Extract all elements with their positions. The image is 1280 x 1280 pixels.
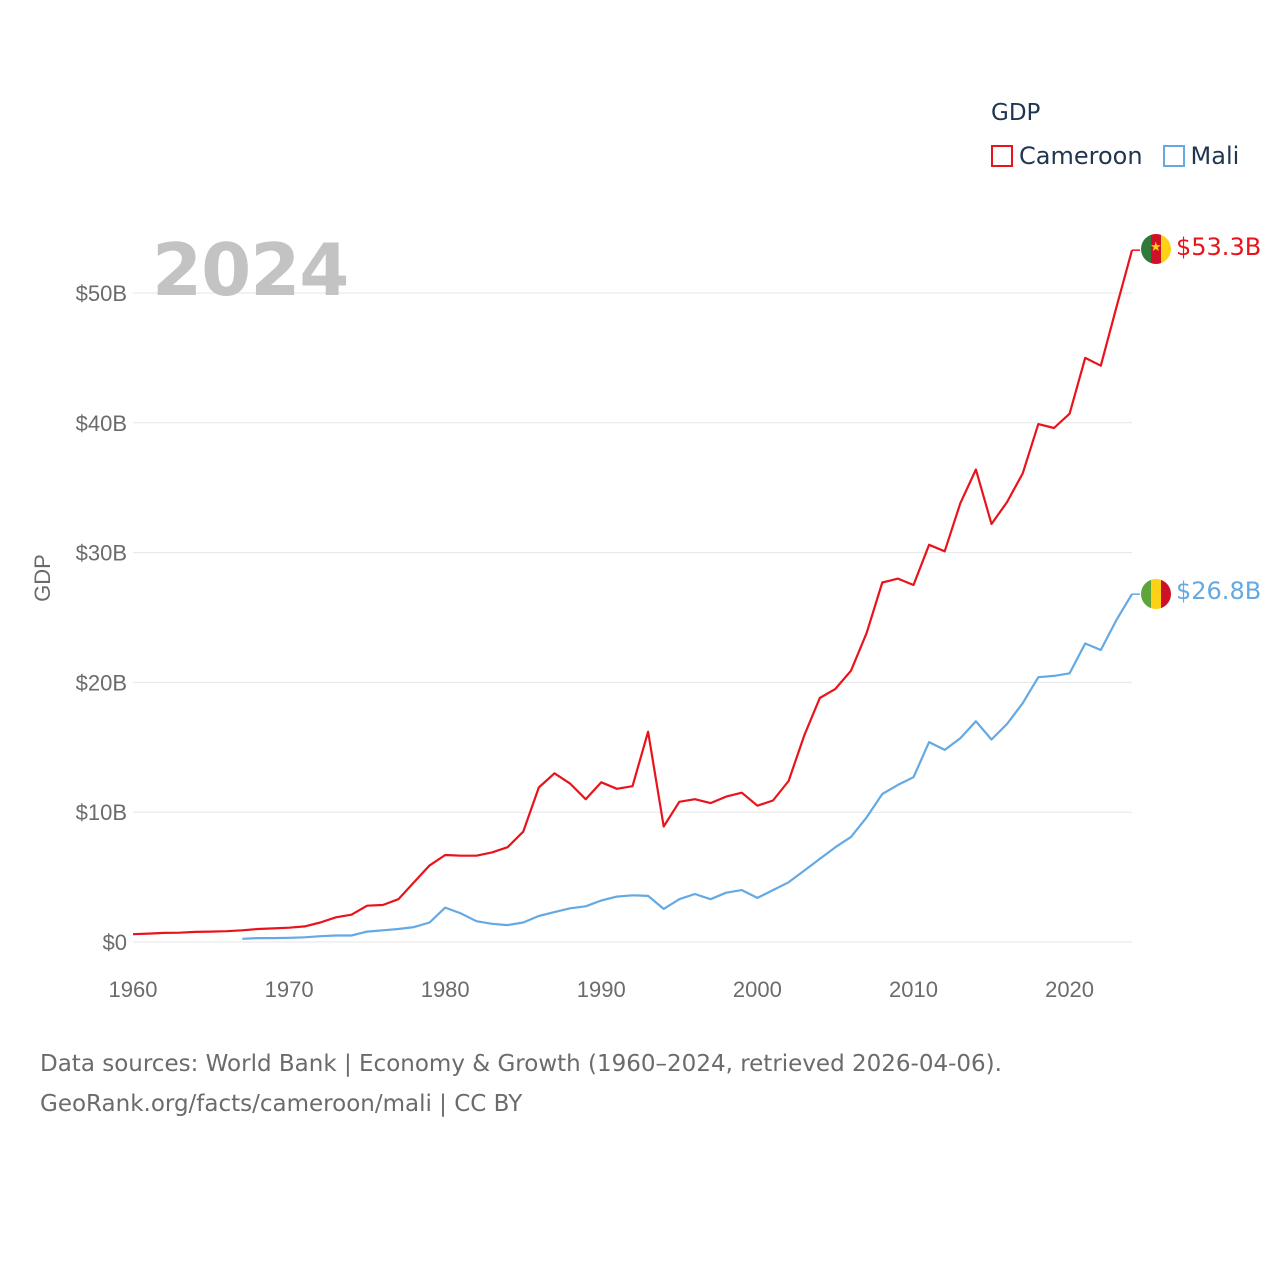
x-tick-label: 1960 — [109, 977, 158, 1002]
cameroon-flag-icon: ★ — [1141, 234, 1171, 264]
y-tick-label: $10B — [76, 800, 127, 825]
url-line[interactable]: GeoRank.org/facts/cameroon/mali | CC BY — [40, 1091, 523, 1117]
current-year-label: 2024 — [152, 228, 349, 312]
end-value-mali: $26.8B — [1176, 577, 1262, 605]
flag-stripe — [1151, 579, 1161, 609]
flag-stripe — [1151, 234, 1161, 264]
flag-stripe — [1161, 234, 1171, 264]
legend-label-cameroon: Cameroon — [1019, 142, 1143, 170]
y-axis-label: GDP — [30, 554, 55, 602]
legend-swatch-mali — [1162, 145, 1185, 167]
x-tick-label: 1990 — [577, 977, 626, 1002]
y-tick-label: $30B — [76, 541, 127, 566]
star-icon: ★ — [1150, 240, 1162, 255]
y-tick-label: $0 — [103, 930, 127, 955]
x-tick-label: 1970 — [265, 977, 314, 1002]
y-tick-label: $20B — [76, 670, 127, 695]
x-tick-label: 1980 — [421, 977, 470, 1002]
y-tick-label: $50B — [76, 281, 127, 306]
footer: Data sources: World Bank | Economy & Gro… — [40, 1044, 1002, 1124]
legend-title: GDP — [991, 100, 1041, 126]
series-line-mali[interactable] — [242, 593, 1133, 940]
x-axis-ticks: 1960 1970 1980 1990 2000 2010 2020 — [109, 977, 1095, 1002]
legend: Cameroon Mali — [991, 142, 1259, 170]
x-tick-label: 2020 — [1045, 977, 1094, 1002]
flag-stripe — [1141, 579, 1151, 609]
source-line: Data sources: World Bank | Economy & Gro… — [40, 1051, 1002, 1077]
mali-flag-icon — [1141, 579, 1171, 609]
legend-swatch-cameroon — [991, 145, 1013, 167]
flag-stripe — [1141, 234, 1151, 264]
gridlines — [133, 292, 1132, 943]
legend-label-mali: Mali — [1190, 142, 1240, 170]
y-axis-ticks: $0 $10B $20B $30B $40B $50B — [76, 281, 127, 955]
x-tick-label: 2010 — [889, 977, 938, 1002]
series-lines — [132, 249, 1140, 940]
series-line-cameroon[interactable] — [132, 249, 1134, 936]
x-tick-label: 2000 — [733, 977, 782, 1002]
y-tick-label: $40B — [76, 411, 127, 436]
end-value-cameroon: $53.3B — [1176, 233, 1262, 261]
legend-item-cameroon[interactable]: Cameroon — [991, 142, 1143, 170]
legend-item-mali[interactable]: Mali — [1162, 142, 1240, 170]
flag-stripe — [1161, 579, 1171, 609]
